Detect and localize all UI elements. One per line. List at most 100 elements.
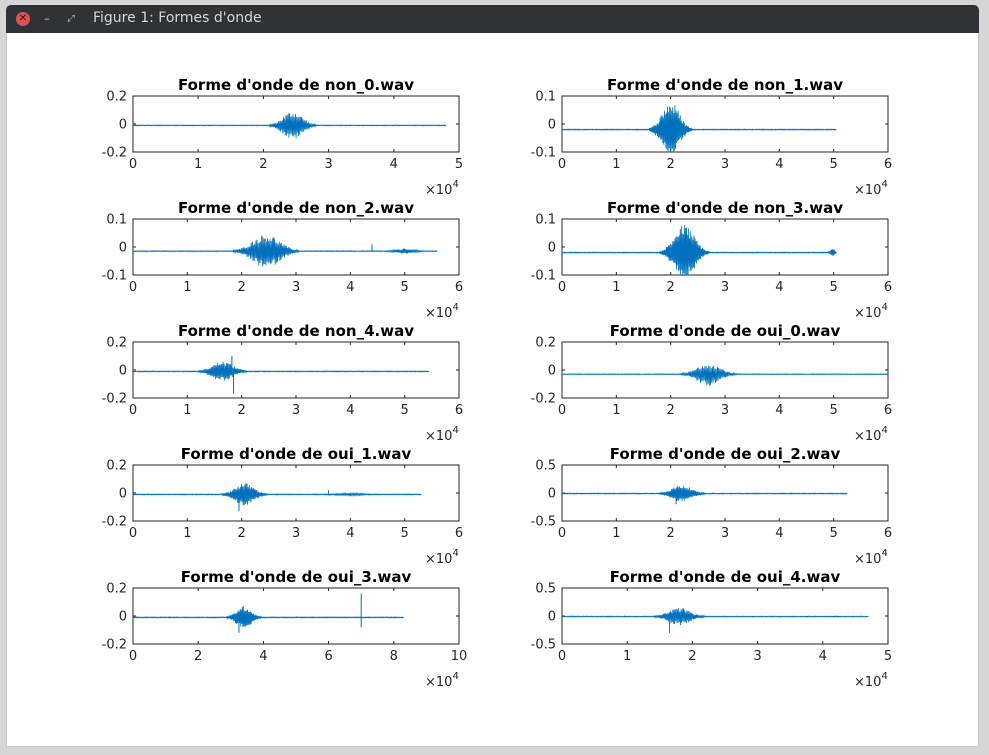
x-tick-label: 2 [194, 649, 202, 664]
axes-box [132, 341, 460, 399]
waveform-line [561, 485, 848, 501]
close-icon[interactable]: ✕ [16, 12, 30, 26]
y-tick-label: -0.1 [531, 146, 556, 161]
window-title: Figure 1: Formes d'onde [93, 10, 262, 26]
x-exponent-label: ×104 [854, 425, 888, 444]
y-tick-label: 0 [548, 487, 556, 502]
x-tick-label: 0 [558, 526, 566, 541]
x-tick-label: 2 [238, 526, 246, 541]
y-tick-label: -0.1 [102, 269, 127, 284]
axes-box [132, 464, 460, 522]
x-tick-label: 1 [194, 157, 202, 172]
x-tick-label: 5 [401, 403, 409, 418]
x-tick-label: 1 [183, 403, 191, 418]
subplot-title: Forme d'onde de oui_0.wav [610, 322, 841, 340]
y-tick-label: -0.2 [102, 638, 127, 653]
y-tick-label: -0.1 [531, 269, 556, 284]
x-tick-label: 3 [324, 157, 332, 172]
x-tick-label: 4 [346, 280, 354, 295]
x-tick-label: 4 [819, 649, 827, 664]
y-tick-label: 0.5 [535, 582, 556, 597]
axes-box [561, 95, 889, 153]
window-titlebar[interactable]: ✕ – ⤢ Figure 1: Formes d'onde [6, 5, 979, 33]
subplot-title: Forme d'onde de non_1.wav [607, 76, 843, 94]
x-tick-label: 1 [183, 526, 191, 541]
x-tick-label: 6 [455, 403, 463, 418]
subplot-title: Forme d'onde de oui_3.wav [181, 568, 412, 586]
y-tick-label: -0.5 [531, 515, 556, 530]
x-tick-label: 0 [129, 403, 137, 418]
x-tick-label: 0 [129, 157, 137, 172]
waveform-line [561, 105, 837, 153]
x-tick-label: 3 [292, 403, 300, 418]
x-tick-label: 6 [324, 649, 332, 664]
y-tick-label: 0.5 [535, 459, 556, 474]
y-tick-label: 0 [119, 118, 127, 133]
x-tick-label: 5 [884, 649, 892, 664]
x-tick-label: 4 [346, 403, 354, 418]
axes-box [132, 587, 460, 645]
x-tick-label: 4 [775, 157, 783, 172]
x-tick-label: 6 [455, 526, 463, 541]
axes-box [561, 218, 889, 276]
x-tick-label: 0 [129, 280, 137, 295]
y-tick-label: -0.2 [531, 392, 556, 407]
x-tick-label: 5 [401, 280, 409, 295]
x-tick-label: 2 [238, 280, 246, 295]
y-tick-label: -0.2 [102, 515, 127, 530]
x-exponent-label: ×104 [425, 671, 459, 690]
x-tick-label: 2 [667, 403, 675, 418]
axes-box [132, 218, 460, 276]
x-tick-label: 3 [721, 280, 729, 295]
y-tick-label: 0 [119, 610, 127, 625]
x-tick-label: 0 [129, 649, 137, 664]
y-tick-label: 0.2 [106, 336, 127, 351]
waveform-line [561, 608, 869, 626]
x-tick-label: 6 [455, 280, 463, 295]
y-tick-label: 0.2 [106, 582, 127, 597]
maximize-icon[interactable]: ⤢ [67, 14, 75, 24]
y-tick-label: 0 [548, 241, 556, 256]
x-tick-label: 0 [558, 157, 566, 172]
waveform-line [132, 361, 430, 381]
y-tick-label: -0.5 [531, 638, 556, 653]
x-tick-label: 1 [612, 157, 620, 172]
x-exponent-label: ×104 [854, 548, 888, 567]
y-tick-label: 0.2 [106, 90, 127, 105]
axes-box [561, 464, 889, 522]
x-tick-label: 6 [884, 403, 892, 418]
x-exponent-label: ×104 [425, 425, 459, 444]
x-tick-label: 10 [451, 649, 468, 664]
x-tick-label: 2 [688, 649, 696, 664]
x-tick-label: 5 [830, 403, 838, 418]
y-tick-label: 0 [119, 487, 127, 502]
x-tick-label: 3 [721, 403, 729, 418]
minimize-icon[interactable]: – [44, 12, 50, 25]
x-exponent-label: ×104 [854, 671, 888, 690]
x-tick-label: 0 [558, 649, 566, 664]
x-exponent-label: ×104 [425, 179, 459, 198]
x-tick-label: 5 [830, 157, 838, 172]
x-tick-label: 4 [390, 157, 398, 172]
figure-canvas: Forme d'onde de non_0.wav 0 1 2 3 4 5 -0.2 0 0.2 ×… [6, 33, 979, 747]
x-tick-label: 0 [558, 280, 566, 295]
subplot-title: Forme d'onde de non_3.wav [607, 199, 843, 217]
x-tick-label: 2 [238, 403, 246, 418]
y-tick-label: -0.2 [102, 146, 127, 161]
x-tick-label: 4 [775, 403, 783, 418]
x-tick-label: 4 [775, 526, 783, 541]
x-exponent-label: ×104 [854, 179, 888, 198]
y-tick-label: 0.2 [535, 336, 556, 351]
x-tick-label: 1 [183, 280, 191, 295]
y-tick-label: 0 [548, 118, 556, 133]
x-tick-label: 3 [721, 526, 729, 541]
x-tick-label: 8 [390, 649, 398, 664]
x-tick-label: 0 [129, 526, 137, 541]
